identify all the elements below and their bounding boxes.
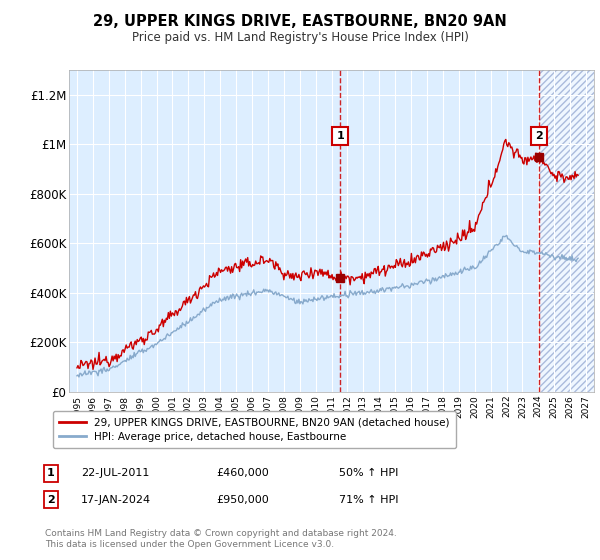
Text: 2: 2 [535,131,543,141]
Text: Contains HM Land Registry data © Crown copyright and database right 2024.
This d: Contains HM Land Registry data © Crown c… [45,529,397,549]
Text: 17-JAN-2024: 17-JAN-2024 [81,494,151,505]
Text: 1: 1 [47,468,55,478]
Text: 2: 2 [47,494,55,505]
Text: 50% ↑ HPI: 50% ↑ HPI [339,468,398,478]
Bar [539,70,594,392]
Text: 1: 1 [337,131,344,141]
Text: Price paid vs. HM Land Registry's House Price Index (HPI): Price paid vs. HM Land Registry's House … [131,31,469,44]
Text: 29, UPPER KINGS DRIVE, EASTBOURNE, BN20 9AN: 29, UPPER KINGS DRIVE, EASTBOURNE, BN20 … [93,14,507,29]
Text: 22-JUL-2011: 22-JUL-2011 [81,468,149,478]
Text: £460,000: £460,000 [216,468,269,478]
Legend: 29, UPPER KINGS DRIVE, EASTBOURNE, BN20 9AN (detached house), HPI: Average price: 29, UPPER KINGS DRIVE, EASTBOURNE, BN20 … [53,411,455,448]
Bar [539,70,594,392]
Text: £950,000: £950,000 [216,494,269,505]
Text: 71% ↑ HPI: 71% ↑ HPI [339,494,398,505]
